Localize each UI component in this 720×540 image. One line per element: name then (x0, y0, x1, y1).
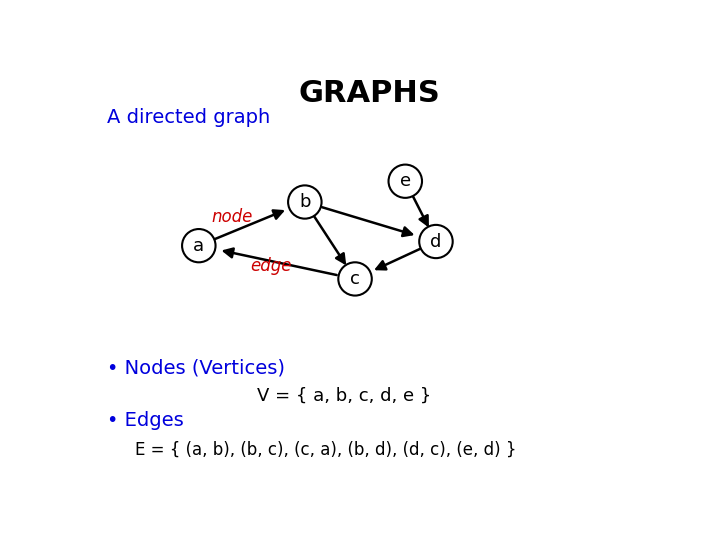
Text: V = { a, b, c, d, e }: V = { a, b, c, d, e } (258, 386, 432, 404)
Text: E = { (a, b), (b, c), (c, a), (b, d), (d, c), (e, d) }: E = { (a, b), (b, c), (c, a), (b, d), (d… (135, 441, 516, 458)
Text: GRAPHS: GRAPHS (298, 79, 440, 109)
Ellipse shape (419, 225, 453, 258)
Ellipse shape (182, 229, 215, 262)
Text: a: a (193, 237, 204, 255)
Text: A directed graph: A directed graph (107, 109, 270, 127)
Text: edge: edge (251, 258, 292, 275)
Text: • Nodes (Vertices): • Nodes (Vertices) (107, 359, 284, 378)
Text: node: node (212, 207, 253, 226)
Ellipse shape (338, 262, 372, 295)
Ellipse shape (389, 165, 422, 198)
Text: b: b (299, 193, 310, 211)
Text: c: c (350, 270, 360, 288)
Text: • Edges: • Edges (107, 411, 184, 430)
Text: d: d (431, 233, 441, 251)
Ellipse shape (288, 185, 322, 219)
Text: e: e (400, 172, 411, 190)
